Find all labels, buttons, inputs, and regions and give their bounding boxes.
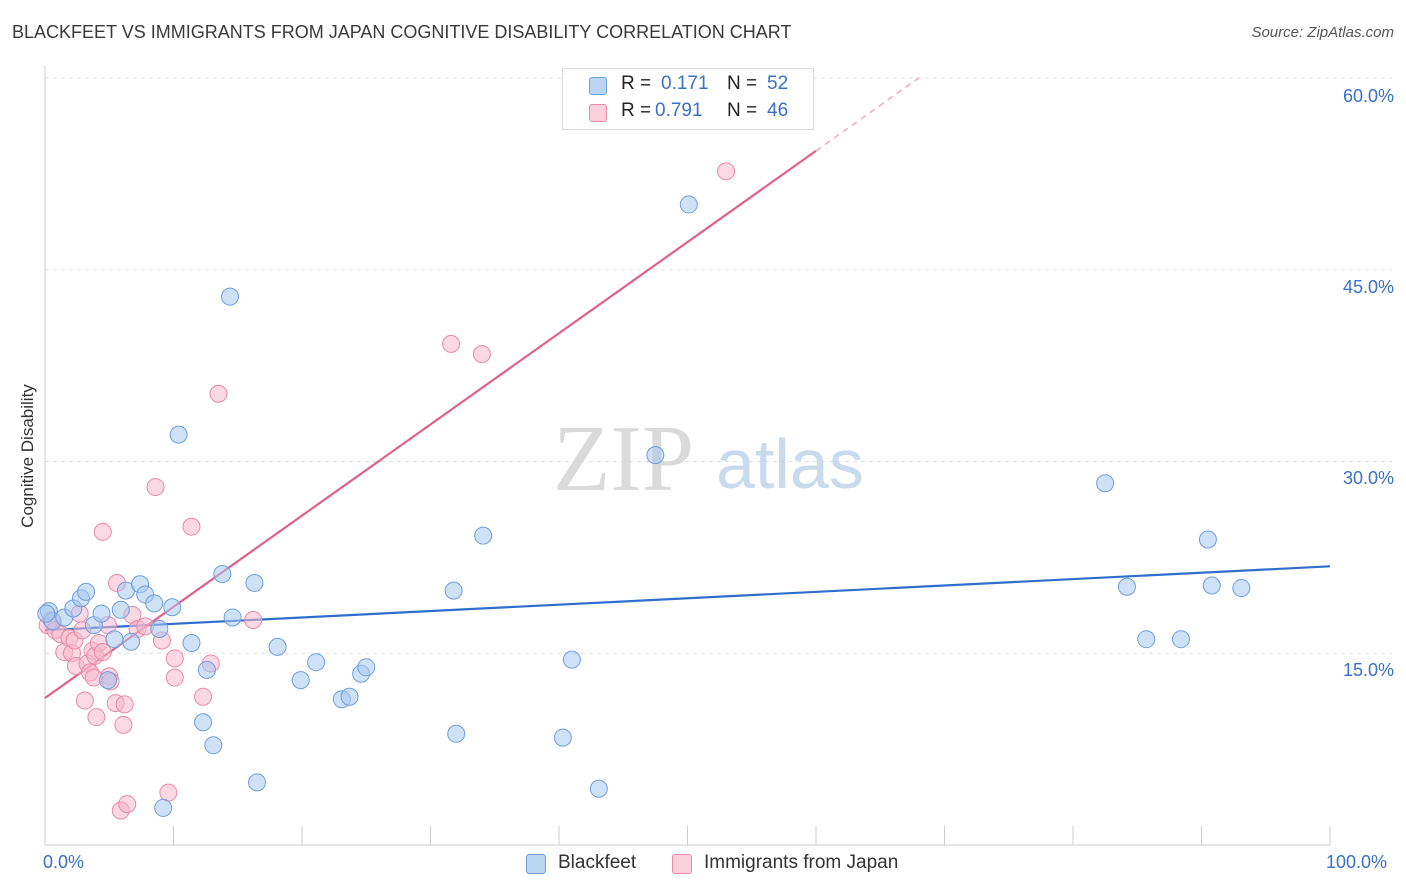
legend-r-japan: 0.791: [655, 100, 703, 121]
x-tick-label: 0.0%: [43, 852, 85, 872]
japan-point: [75, 691, 94, 710]
blackfeet-point: [1232, 579, 1251, 598]
stats-legend: R = 0.171 N = 52 R = 0.791 N = 46: [562, 68, 814, 130]
blackfeet-point: [268, 637, 287, 656]
bottom-legend-label-blackfeet: Blackfeet: [558, 852, 637, 873]
blackfeet-point: [474, 526, 493, 545]
y-tick-label: 30.0%: [1342, 468, 1394, 488]
blackfeet-point: [221, 287, 240, 306]
japan-point: [93, 642, 112, 661]
blackfeet-point: [291, 671, 310, 690]
blackfeet-point: [204, 736, 223, 755]
legend-r-label: R =: [621, 73, 652, 94]
chart-title: BLACKFEET VS IMMIGRANTS FROM JAPAN COGNI…: [12, 22, 792, 42]
legend-r-label: R =: [621, 100, 652, 121]
blackfeet-point: [150, 619, 169, 638]
japan-point: [93, 522, 112, 541]
japan-point: [472, 345, 491, 364]
japan-point: [115, 695, 134, 714]
source-label: Source: ZipAtlas.com: [1251, 24, 1394, 41]
blackfeet-point: [589, 779, 608, 798]
blackfeet-point: [145, 594, 164, 613]
japan-point: [209, 384, 228, 403]
legend-swatch-blackfeet: [589, 77, 607, 95]
blackfeet-points: [37, 195, 1251, 817]
blackfeet-point: [562, 650, 581, 669]
blackfeet-point: [169, 425, 188, 444]
y-tick-label: 60.0%: [1342, 86, 1394, 106]
japan-trendline-solid: [44, 149, 817, 699]
blackfeet-point: [111, 600, 130, 619]
japan-point: [87, 708, 106, 727]
blackfeet-point: [197, 660, 216, 679]
legend-n-label: N =: [727, 73, 758, 94]
y-axis-label: Cognitive Disability: [18, 384, 37, 528]
blackfeet-point: [447, 724, 466, 743]
blackfeet-point: [77, 582, 96, 601]
x-tick-label: 100.0%: [1326, 852, 1388, 872]
blackfeet-point: [1198, 530, 1217, 549]
japan-point: [159, 783, 178, 802]
legend-n-label: N =: [727, 100, 758, 121]
blackfeet-point: [154, 798, 173, 817]
blackfeet-point: [105, 630, 124, 649]
blackfeet-point: [37, 604, 56, 623]
blackfeet-point: [1137, 630, 1156, 649]
blackfeet-point: [122, 632, 141, 651]
japan-point: [118, 795, 137, 814]
blackfeet-point: [444, 581, 463, 600]
watermark-zip: ZIP: [553, 407, 694, 511]
blackfeet-point: [679, 195, 698, 214]
y-tick-label: 45.0%: [1342, 277, 1394, 297]
japan-point: [244, 611, 263, 630]
blackfeet-point: [182, 634, 201, 653]
blackfeet-point: [194, 713, 213, 732]
legend-n-japan: 46: [767, 100, 789, 121]
blackfeet-point: [1096, 474, 1115, 493]
gridlines: [45, 77, 1392, 654]
legend-n-blackfeet: 52: [767, 73, 789, 94]
japan-trendline-dashed: [815, 77, 920, 152]
japan-point: [194, 687, 213, 706]
legend-swatch-japan: [589, 104, 607, 122]
japan-point: [114, 715, 133, 734]
blackfeet-point: [248, 773, 267, 792]
blackfeet-point: [553, 728, 572, 747]
japan-point: [146, 478, 165, 497]
japan-point: [717, 162, 736, 181]
watermark: ZIP atlas: [553, 407, 864, 511]
bottom-legend-swatch-japan: [672, 854, 692, 874]
blackfeet-point: [245, 573, 264, 592]
japan-point: [165, 649, 184, 668]
japan-point: [182, 517, 201, 536]
bottom-legend-label-japan: Immigrants from Japan: [704, 852, 899, 873]
blackfeet-point: [357, 658, 376, 677]
y-tick-label: 15.0%: [1342, 660, 1394, 680]
blackfeet-point: [646, 446, 665, 465]
watermark-atlas: atlas: [716, 425, 864, 503]
blackfeet-point: [223, 608, 242, 627]
japan-point: [165, 668, 184, 687]
axes: [44, 66, 1331, 846]
blackfeet-point: [1117, 577, 1136, 596]
blackfeet-point: [98, 671, 117, 690]
blackfeet-point: [307, 653, 326, 672]
blackfeet-point: [1202, 576, 1221, 595]
blackfeet-point: [213, 564, 232, 583]
bottom-legend-swatch-blackfeet: [526, 854, 546, 874]
blackfeet-point: [92, 604, 111, 623]
japan-point: [442, 334, 461, 353]
blackfeet-point: [163, 598, 182, 617]
blackfeet-point: [1171, 630, 1190, 649]
legend-r-blackfeet: 0.171: [661, 73, 709, 94]
blackfeet-point: [340, 687, 359, 706]
